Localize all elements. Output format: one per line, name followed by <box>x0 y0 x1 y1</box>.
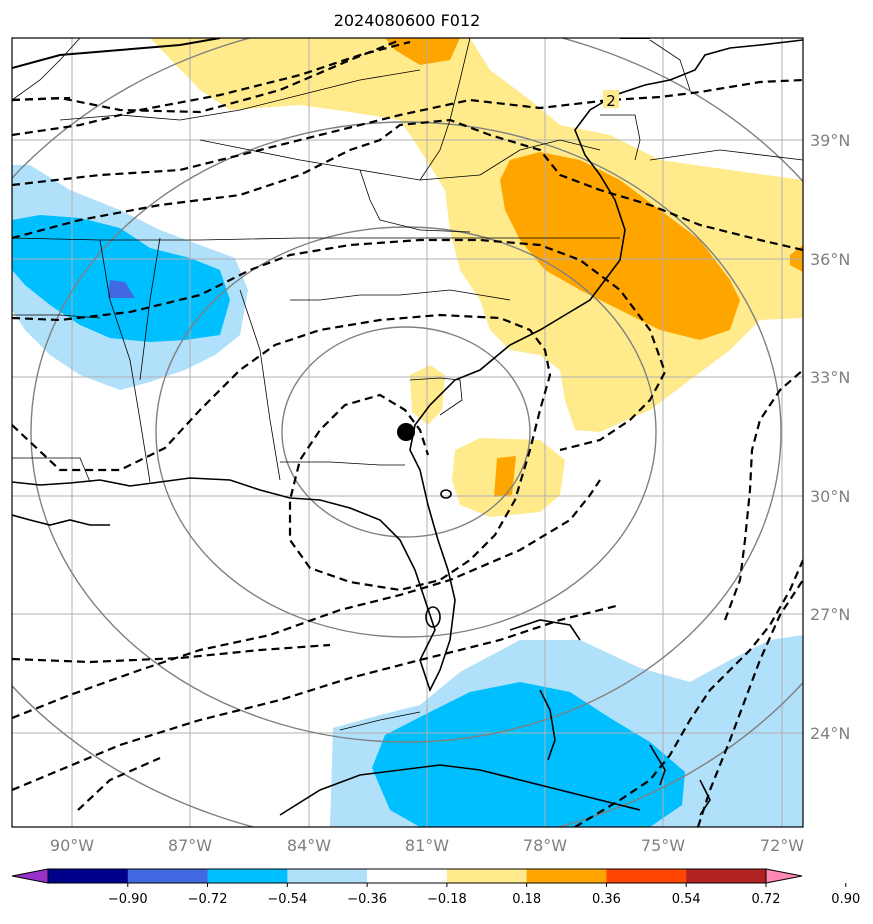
lon-tick-label: 87°W <box>168 836 212 855</box>
contour-label-bg <box>603 90 619 108</box>
coastlines <box>12 39 803 816</box>
colorbar-tick-label: −0.90 <box>108 892 148 907</box>
figure-title: 2024080600 F012 <box>334 11 481 30</box>
lon-tick-label: 81°W <box>405 836 449 855</box>
colorbar-segment <box>207 869 288 883</box>
colorbar-tick-label: −0.54 <box>267 892 307 907</box>
colorbar-segment <box>127 869 209 883</box>
lat-tick-label: 33°N <box>810 368 850 387</box>
negative-anomaly-strong-west <box>108 280 135 298</box>
latitude-axis: 39°N 36°N 33°N 30°N 27°N 24°N <box>810 131 850 743</box>
colorbar-outline <box>47 868 767 884</box>
lat-tick-label: 39°N <box>810 131 850 150</box>
colorbar-segment <box>606 869 687 883</box>
positive-anomaly-mid-carolinas <box>500 152 740 340</box>
colorbar-segment <box>48 869 129 883</box>
colorbar-extend-min <box>11 868 49 884</box>
colorbar-segment <box>526 869 607 883</box>
colorbar-tick-label: −0.72 <box>188 892 228 907</box>
colorbar-tick-label: 0.18 <box>512 892 541 907</box>
negative-anomaly-mid-west <box>12 215 230 342</box>
colorbar-tick-label: −0.36 <box>347 892 387 907</box>
colorbar: −0.90 −0.72 −0.54 −0.36 −0.18 0.18 0.36 0.54 0.7… <box>11 868 860 907</box>
colorbar-tick-label: −0.18 <box>427 892 467 907</box>
colorbar-tick-label: 0.36 <box>592 892 621 907</box>
lat-tick-label: 27°N <box>810 605 850 624</box>
positive-anomaly-mid-offshore <box>494 456 516 497</box>
country-borders <box>12 38 650 69</box>
colorbar-tick-label: 0.72 <box>752 892 781 907</box>
colorbar-tick-label: 0.54 <box>672 892 701 907</box>
map-frame <box>11 37 804 828</box>
map-area: 2 <box>12 38 803 827</box>
lat-tick-label: 30°N <box>810 487 850 506</box>
gridlines <box>12 38 803 827</box>
lon-tick-label: 84°W <box>287 836 331 855</box>
longitude-axis: 90°W 87°W 84°W 81°W 78°W 75°W 72°W <box>50 836 804 855</box>
lon-tick-label: 75°W <box>641 836 685 855</box>
lon-tick-label: 78°W <box>523 836 567 855</box>
negative-anomaly-mid-south <box>372 682 685 827</box>
colorbar-segment <box>367 869 448 883</box>
lat-tick-label: 36°N <box>810 250 850 269</box>
colorbar-tick-label: 0.90 <box>831 892 860 907</box>
lat-tick-label: 24°N <box>810 724 850 743</box>
colorbar-segment <box>446 869 528 883</box>
positive-anomaly-mid-north <box>385 38 460 65</box>
contour-label-2: 2 <box>606 92 616 110</box>
colorbar-segment <box>686 869 767 883</box>
colorbar-extend-max <box>765 868 803 884</box>
dashed-contours <box>12 38 803 827</box>
range-rings <box>12 38 803 827</box>
colorbar-segment <box>287 869 368 883</box>
lon-tick-label: 72°W <box>760 836 804 855</box>
center-point-marker <box>397 423 415 441</box>
lon-tick-label: 90°W <box>50 836 94 855</box>
